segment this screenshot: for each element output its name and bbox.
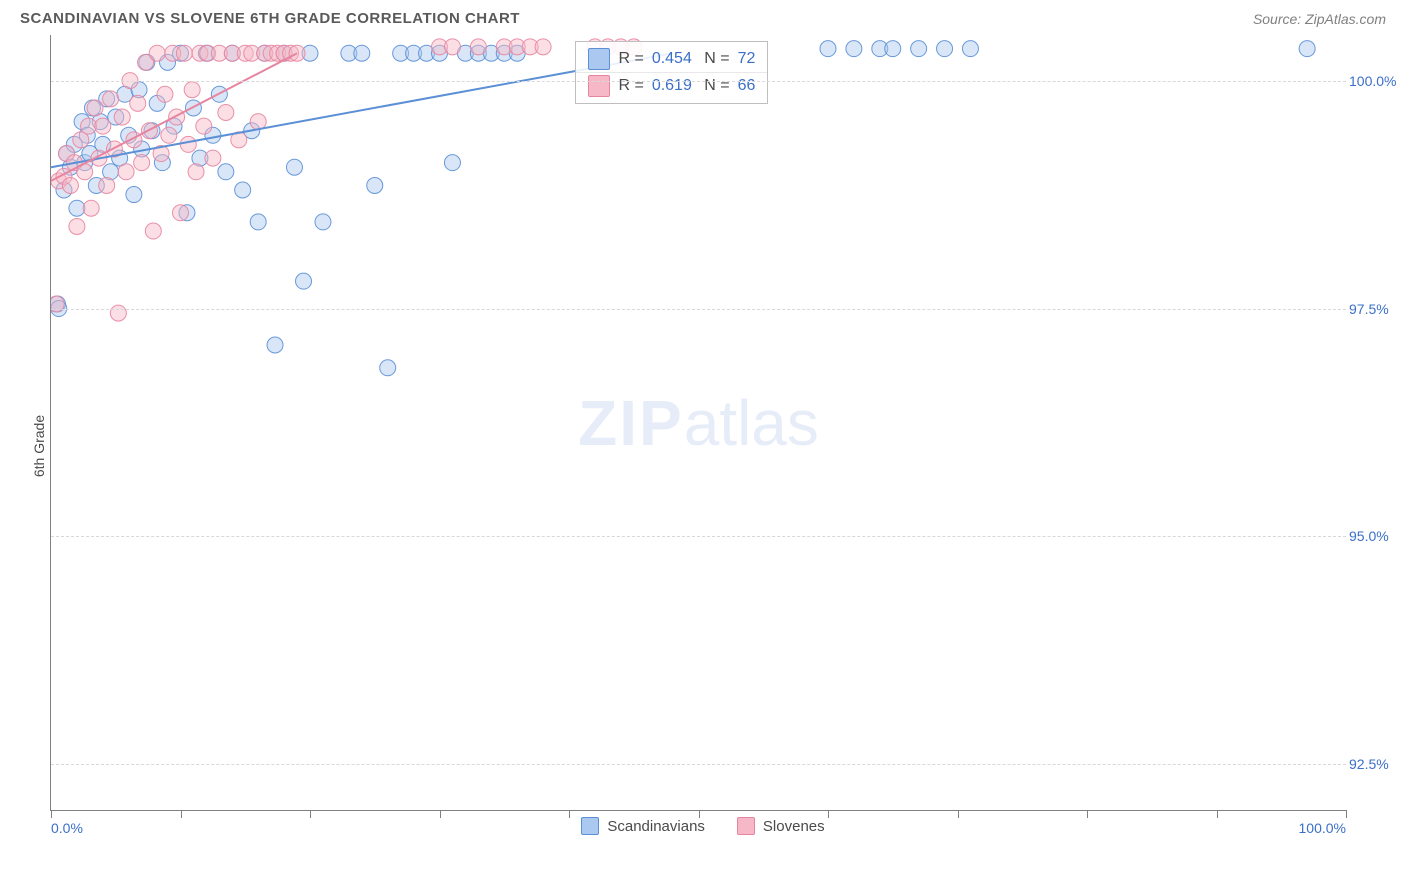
swatch-slovenes bbox=[588, 75, 610, 97]
x-tick-mark bbox=[958, 810, 959, 818]
x-tick-label: 0.0% bbox=[51, 820, 83, 836]
scatter-point bbox=[937, 41, 953, 57]
legend-swatch-scandinavians bbox=[581, 817, 599, 835]
y-tick-label: 92.5% bbox=[1349, 756, 1404, 772]
r-label: R = bbox=[618, 50, 643, 68]
scatter-point bbox=[87, 100, 103, 116]
scatter-point bbox=[196, 118, 212, 134]
scatter-point bbox=[535, 39, 551, 55]
scatter-point bbox=[846, 41, 862, 57]
stats-row-slovenes: R = 0.619 N = 66 bbox=[576, 72, 767, 99]
scatter-point bbox=[173, 205, 189, 221]
gridline bbox=[51, 81, 1346, 82]
scatter-point bbox=[83, 200, 99, 216]
scatter-point bbox=[81, 118, 97, 134]
scatter-point bbox=[184, 82, 200, 98]
stats-box: R = 0.454 N = 72 R = 0.619 N = 66 bbox=[575, 41, 768, 104]
x-tick-label: 100.0% bbox=[1299, 820, 1346, 836]
x-tick-mark bbox=[699, 810, 700, 818]
scatter-point bbox=[118, 164, 134, 180]
gridline bbox=[51, 309, 1346, 310]
scatter-point bbox=[962, 41, 978, 57]
scatter-point bbox=[367, 177, 383, 193]
scatter-point bbox=[354, 45, 370, 61]
x-tick-mark bbox=[310, 810, 311, 818]
scatter-point bbox=[286, 159, 302, 175]
n-value-scandinavians: 72 bbox=[738, 50, 756, 68]
x-tick-mark bbox=[1087, 810, 1088, 818]
y-tick-label: 95.0% bbox=[1349, 528, 1404, 544]
scatter-point bbox=[169, 109, 185, 125]
scatter-point bbox=[820, 41, 836, 57]
scatter-point bbox=[62, 177, 78, 193]
chart-title: SCANDINAVIAN VS SLOVENE 6TH GRADE CORREL… bbox=[20, 10, 520, 27]
scatter-point bbox=[1299, 41, 1315, 57]
x-tick-mark bbox=[1217, 810, 1218, 818]
scatter-point bbox=[176, 45, 192, 61]
scatter-point bbox=[157, 86, 173, 102]
scatter-point bbox=[130, 95, 146, 111]
scatter-point bbox=[161, 127, 177, 143]
scatter-point bbox=[218, 105, 234, 121]
title-bar: SCANDINAVIAN VS SLOVENE 6TH GRADE CORREL… bbox=[0, 0, 1406, 35]
scatter-point bbox=[380, 360, 396, 376]
bottom-legend: Scandinavians Slovenes bbox=[0, 811, 1406, 835]
scatter-point bbox=[911, 41, 927, 57]
scatter-point bbox=[69, 218, 85, 234]
gridline bbox=[51, 764, 1346, 765]
scatter-point bbox=[188, 164, 204, 180]
x-tick-mark bbox=[181, 810, 182, 818]
source-attribution: Source: ZipAtlas.com bbox=[1253, 11, 1386, 27]
scatter-point bbox=[180, 136, 196, 152]
y-axis-label: 6th Grade bbox=[31, 415, 47, 477]
scatter-point bbox=[126, 187, 142, 203]
scatter-point bbox=[250, 214, 266, 230]
plot-area: ZIPatlas R = 0.454 N = 72 R = 0.619 N = … bbox=[50, 35, 1346, 811]
scatter-point bbox=[218, 164, 234, 180]
scatter-point bbox=[470, 39, 486, 55]
legend-label-slovenes: Slovenes bbox=[763, 818, 825, 835]
scatter-point bbox=[110, 305, 126, 321]
scatter-point bbox=[69, 200, 85, 216]
scatter-point bbox=[95, 118, 111, 134]
x-tick-mark bbox=[569, 810, 570, 818]
y-tick-label: 97.5% bbox=[1349, 301, 1404, 317]
scatter-point bbox=[235, 182, 251, 198]
legend-label-scandinavians: Scandinavians bbox=[607, 818, 705, 835]
scatter-point bbox=[885, 41, 901, 57]
y-tick-label: 100.0% bbox=[1349, 73, 1404, 89]
x-tick-mark bbox=[51, 810, 52, 818]
scatter-point bbox=[205, 150, 221, 166]
x-tick-mark bbox=[828, 810, 829, 818]
scatter-point bbox=[103, 91, 119, 107]
scatter-point bbox=[444, 155, 460, 171]
n-label: N = bbox=[700, 50, 730, 68]
scatter-point bbox=[296, 273, 312, 289]
scatter-point bbox=[99, 177, 115, 193]
stats-row-scandinavians: R = 0.454 N = 72 bbox=[576, 46, 767, 72]
scatter-point bbox=[267, 337, 283, 353]
scatter-point bbox=[315, 214, 331, 230]
scatter-point bbox=[114, 109, 130, 125]
scatter-point bbox=[149, 45, 165, 61]
scatter-svg bbox=[51, 35, 1346, 810]
swatch-scandinavians bbox=[588, 48, 610, 70]
scatter-point bbox=[134, 155, 150, 171]
legend-swatch-slovenes bbox=[737, 817, 755, 835]
x-tick-mark bbox=[440, 810, 441, 818]
legend-item-slovenes: Slovenes bbox=[737, 817, 825, 835]
legend-item-scandinavians: Scandinavians bbox=[581, 817, 705, 835]
gridline bbox=[51, 536, 1346, 537]
x-tick-mark bbox=[1346, 810, 1347, 818]
scatter-point bbox=[51, 296, 64, 312]
scatter-point bbox=[444, 39, 460, 55]
scatter-point bbox=[145, 223, 161, 239]
r-value-scandinavians: 0.454 bbox=[652, 50, 692, 68]
